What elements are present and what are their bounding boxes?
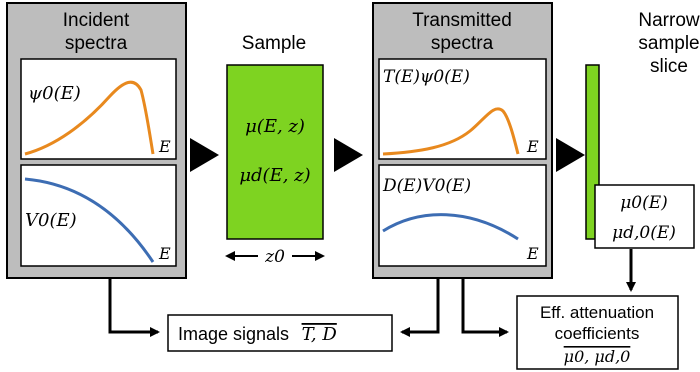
psi0-label: ψ0(E) bbox=[28, 83, 81, 104]
t-psi0-curve bbox=[382, 107, 520, 156]
t-psi0-label: T(E)ψ0(E) bbox=[383, 67, 470, 87]
eff-attenuation-line1: Eff. attenuation bbox=[540, 303, 654, 322]
flow-arrow-2 bbox=[334, 138, 363, 172]
sample-mud-label: μd(E, z) bbox=[239, 165, 310, 186]
transmitted-to-eff-arrow bbox=[461, 278, 509, 337]
transmitted-spectra-panel: Transmitted spectra T(E)ψ0(E) E D(E)V0(E… bbox=[372, 2, 553, 279]
psi0-curve bbox=[24, 80, 155, 156]
incident-title-line1: Incident bbox=[63, 10, 130, 31]
eff-attenuation-line2: coefficients bbox=[555, 324, 640, 343]
slice-title-line3: slice bbox=[650, 56, 688, 77]
d-v0-curve bbox=[382, 213, 519, 241]
incident-bottom-plot: V0(E) E bbox=[20, 164, 177, 267]
slice-mu0-label: μ0(E) bbox=[620, 193, 668, 213]
sample-thickness-label: z0 bbox=[264, 247, 285, 267]
slice-title-line2: sample bbox=[638, 33, 699, 54]
incident-to-signals-arrow bbox=[108, 278, 160, 337]
transmitted-top-axis-label: E bbox=[526, 137, 539, 156]
incident-top-plot: ψ0(E) E bbox=[20, 58, 177, 160]
v0-label: V0(E) bbox=[25, 210, 77, 231]
slice-title-line1: Narrow bbox=[638, 10, 700, 31]
transmitted-to-signals-arrow bbox=[400, 278, 440, 337]
incident-title-line2: spectra bbox=[65, 33, 128, 54]
incident-bottom-axis-label: E bbox=[158, 244, 171, 263]
v0-curve bbox=[24, 177, 155, 263]
image-signals-label: Image signals bbox=[178, 324, 289, 344]
eff-attenuation-box: Eff. attenuation coefficients μ0, μd,0 bbox=[516, 295, 679, 370]
incident-top-axis-label: E bbox=[158, 137, 171, 156]
sample-title: Sample bbox=[242, 33, 306, 54]
flow-arrow-3 bbox=[556, 138, 585, 172]
transmitted-title-line2: spectra bbox=[431, 33, 494, 54]
image-signals-symbols: T, D bbox=[302, 324, 338, 345]
narrow-slice-block: Narrow sample slice μ0(E) μd,0(E) bbox=[585, 10, 700, 292]
eff-attenuation-symbols: μ0, μd,0 bbox=[564, 347, 631, 366]
connector-arrows bbox=[108, 278, 509, 337]
slice-mud0-label: μd,0(E) bbox=[612, 223, 676, 243]
transmitted-bottom-plot: D(E)V0(E) E bbox=[378, 164, 547, 267]
d-v0-label: D(E)V0(E) bbox=[382, 176, 471, 196]
image-signals-box: Image signals T, D bbox=[167, 314, 393, 352]
transmitted-title-line1: Transmitted bbox=[412, 10, 512, 31]
sample-mu-label: μ(E, z) bbox=[245, 116, 305, 137]
transmitted-bottom-axis-label: E bbox=[526, 244, 539, 263]
incident-spectra-panel: Incident spectra ψ0(E) E V0(E) E bbox=[6, 2, 187, 279]
image-signals-text: Image signals T, D bbox=[178, 324, 337, 345]
sample-block: Sample μ(E, z) μd(E, z) z0 bbox=[225, 33, 325, 267]
flow-arrow-1 bbox=[190, 138, 219, 172]
transmitted-top-plot: T(E)ψ0(E) E bbox=[378, 58, 547, 160]
